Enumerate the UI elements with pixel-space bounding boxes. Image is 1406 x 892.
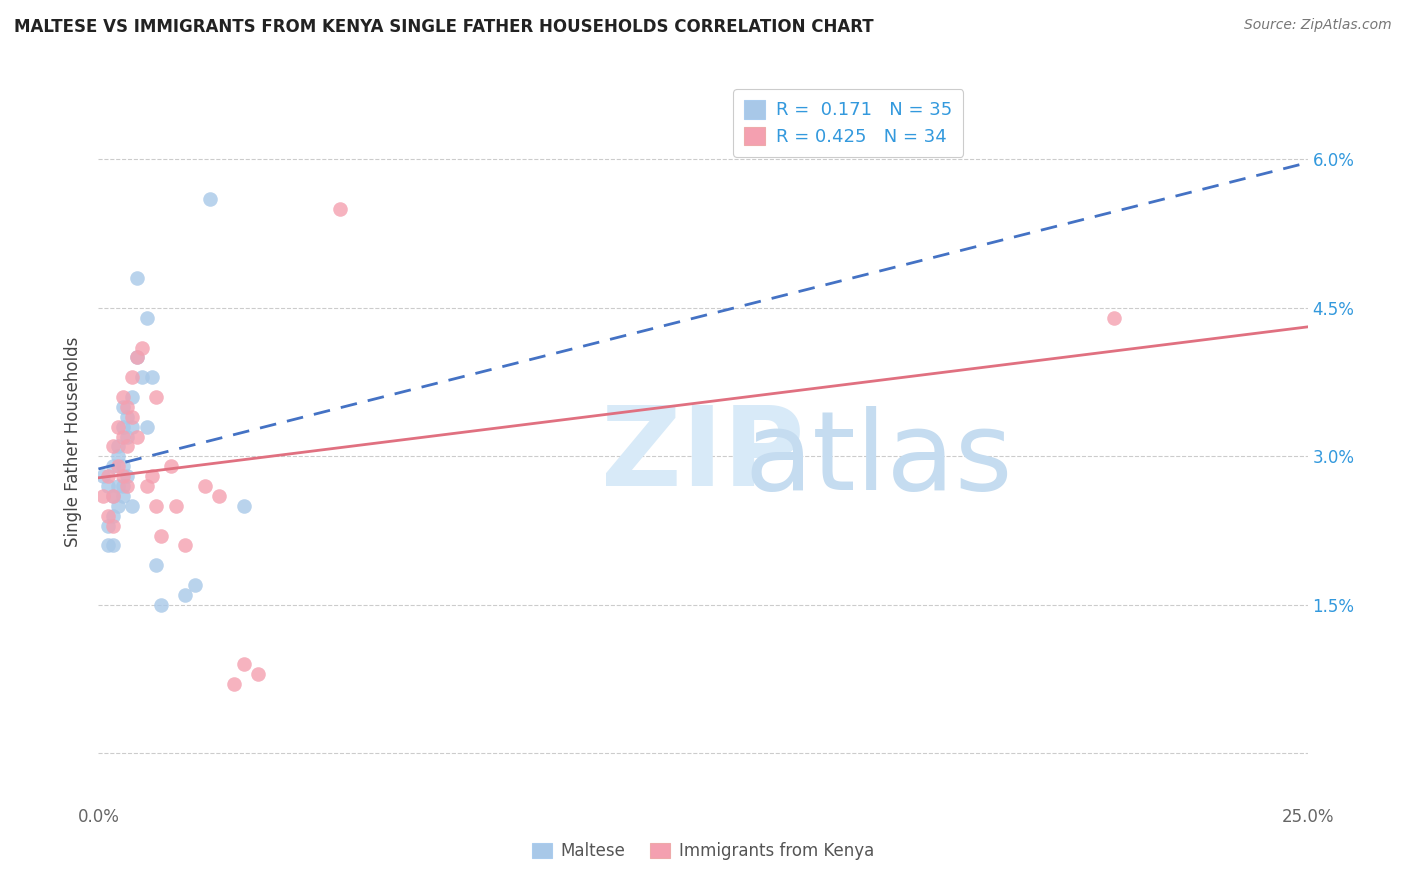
Legend: Maltese, Immigrants from Kenya: Maltese, Immigrants from Kenya [526,836,880,867]
Point [111,419,134,434]
Point [232,657,254,672]
Point [117,469,139,483]
Point [107,440,129,454]
Point [194,479,217,493]
Point [117,440,139,454]
Point [101,508,124,523]
Point [232,499,254,513]
Point [135,419,157,434]
Text: Source: ZipAtlas.com: Source: ZipAtlas.com [1244,18,1392,32]
Point [141,469,163,483]
Point [121,390,143,404]
Text: atlas: atlas [744,406,1012,513]
Point [145,558,167,573]
Point [160,459,183,474]
Point [131,370,153,384]
Point [127,271,149,285]
Point [107,499,129,513]
Point [117,479,139,493]
Point [127,351,149,365]
Point [97,469,120,483]
Point [101,489,124,503]
Point [111,390,134,404]
Text: ZIP: ZIP [602,402,804,509]
Point [107,450,129,464]
Point [101,489,124,503]
Point [198,192,221,206]
Point [101,440,124,454]
Point [127,351,149,365]
Point [107,479,129,493]
Point [121,499,143,513]
Point [111,429,134,443]
Point [101,459,124,474]
Point [97,479,120,493]
Point [174,539,197,553]
Point [174,588,197,602]
Point [111,489,134,503]
Point [101,539,124,553]
Point [135,310,157,325]
Point [97,539,120,553]
Point [127,429,149,443]
Point [1102,310,1125,325]
Point [145,390,167,404]
Point [121,419,143,434]
Point [141,370,163,384]
Point [145,499,167,513]
Point [107,419,129,434]
Point [121,409,143,424]
Point [97,508,120,523]
Point [208,489,231,503]
Point [222,677,245,691]
Point [165,499,187,513]
Point [117,429,139,443]
Point [150,528,173,542]
Point [111,469,134,483]
Point [329,202,352,216]
Point [91,469,114,483]
Point [101,518,124,533]
Point [184,578,207,592]
Point [97,518,120,533]
Point [150,598,173,612]
Point [111,479,134,493]
Point [117,409,139,424]
Point [111,459,134,474]
Point [91,489,114,503]
Point [135,479,157,493]
Point [117,400,139,414]
Point [107,459,129,474]
Y-axis label: Single Father Households: Single Father Households [65,336,83,547]
Point [121,370,143,384]
Point [111,400,134,414]
Text: MALTESE VS IMMIGRANTS FROM KENYA SINGLE FATHER HOUSEHOLDS CORRELATION CHART: MALTESE VS IMMIGRANTS FROM KENYA SINGLE … [14,18,873,36]
Point [247,667,270,681]
Point [131,341,153,355]
